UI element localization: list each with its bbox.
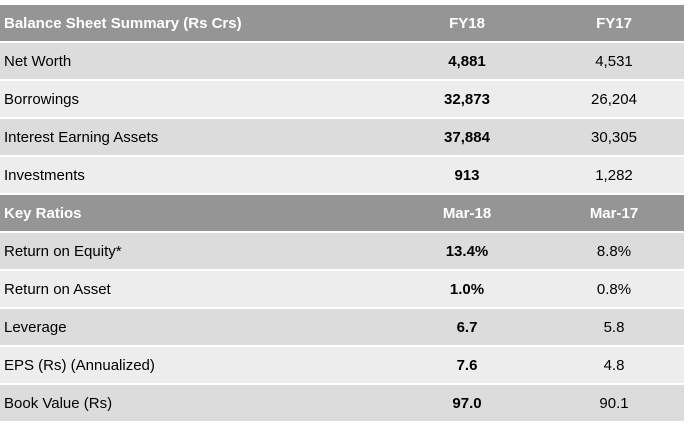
row-value-previous: 1,282 [544,157,684,193]
table-row: Book Value (Rs) 97.0 90.1 [0,385,684,421]
row-value-previous: 4.8 [544,347,684,383]
row-label: Net Worth [0,43,390,79]
row-label: Interest Earning Assets [0,119,390,155]
row-label: Leverage [0,309,390,345]
section-header-key-ratios: Key Ratios Mar-18 Mar-17 [0,195,684,231]
row-value-current: 4,881 [390,43,544,79]
financial-summary-table: Balance Sheet Summary (Rs Crs) FY18 FY17… [0,3,684,423]
row-value-previous: 26,204 [544,81,684,117]
row-value-current: 37,884 [390,119,544,155]
row-label: Return on Asset [0,271,390,307]
row-label: Borrowings [0,81,390,117]
row-label: Investments [0,157,390,193]
row-label: EPS (Rs) (Annualized) [0,347,390,383]
table-row: Leverage 6.7 5.8 [0,309,684,345]
header-col-mar17: Mar-17 [544,195,684,231]
table-row: Return on Asset 1.0% 0.8% [0,271,684,307]
table-row: Interest Earning Assets 37,884 30,305 [0,119,684,155]
row-value-current: 1.0% [390,271,544,307]
row-value-previous: 90.1 [544,385,684,421]
header-col-fy17: FY17 [544,5,684,41]
table-row: Borrowings 32,873 26,204 [0,81,684,117]
header-label: Balance Sheet Summary (Rs Crs) [0,5,390,41]
row-value-previous: 8.8% [544,233,684,269]
table-row: Net Worth 4,881 4,531 [0,43,684,79]
row-value-previous: 5.8 [544,309,684,345]
table-row: Investments 913 1,282 [0,157,684,193]
row-value-current: 32,873 [390,81,544,117]
header-col-fy18: FY18 [390,5,544,41]
row-value-previous: 0.8% [544,271,684,307]
row-value-current: 6.7 [390,309,544,345]
table-row: EPS (Rs) (Annualized) 7.6 4.8 [0,347,684,383]
row-value-current: 97.0 [390,385,544,421]
row-label: Book Value (Rs) [0,385,390,421]
section-header-balance-sheet: Balance Sheet Summary (Rs Crs) FY18 FY17 [0,5,684,41]
table-row: Return on Equity* 13.4% 8.8% [0,233,684,269]
row-value-previous: 30,305 [544,119,684,155]
header-col-mar18: Mar-18 [390,195,544,231]
row-value-previous: 4,531 [544,43,684,79]
row-value-current: 7.6 [390,347,544,383]
header-label: Key Ratios [0,195,390,231]
row-value-current: 913 [390,157,544,193]
row-value-current: 13.4% [390,233,544,269]
row-label: Return on Equity* [0,233,390,269]
